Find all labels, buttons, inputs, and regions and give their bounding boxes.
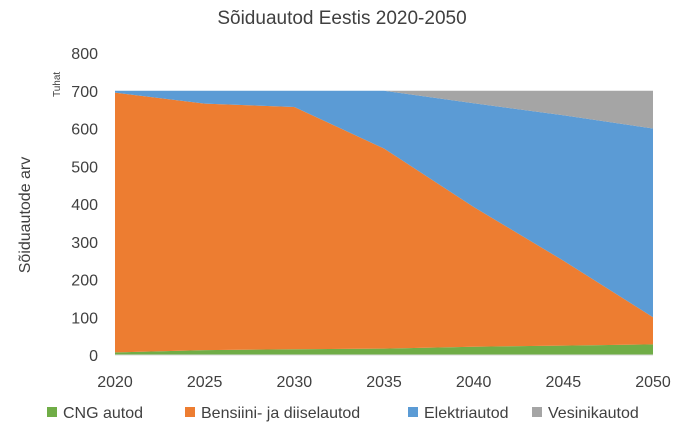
x-tick-group: 2020 2025 2030 2035 2040 2045 2050 [97,354,671,391]
y-tick-label: 200 [71,273,98,290]
legend-item: Elektriautod [408,405,509,422]
legend-swatch [532,407,542,417]
x-tick-label: 2035 [366,374,402,391]
x-tick-label: 2050 [635,374,671,391]
legend-item: Vesinikautod [532,405,639,422]
y-tick-label: 400 [71,197,98,214]
y-tick-group: 0 100 200 300 400 500 600 700 800 [71,46,98,365]
area-series-4 [115,90,653,129]
area-series-2 [115,92,653,353]
legend-label: Bensiini- ja diiselautod [201,405,360,422]
y-tick-label: 600 [71,122,98,139]
x-tick-label: 2020 [97,374,133,391]
y-axis-unit: Tuhat [52,72,63,97]
legend-label: CNG autod [63,405,143,422]
y-axis-label: Sõiduautode arv [17,157,34,274]
x-tick-label: 2045 [546,374,582,391]
legend-swatch [185,407,195,417]
area-series-group [115,90,653,355]
area-series-1 [115,344,653,355]
legend-swatch [408,407,418,417]
chart-title: Sõiduautod Eestis 2020-2050 [217,8,466,29]
x-tick-label: 2025 [187,374,223,391]
x-tick-label: 2030 [277,374,313,391]
y-tick-label: 0 [89,348,98,365]
legend: CNG autod Bensiini- ja diiselautod Elektri… [47,405,639,422]
y-tick-label: 100 [71,310,98,327]
y-tick-label: 300 [71,235,98,252]
y-tick-label: 800 [71,46,98,63]
legend-label: Elektriautod [424,405,509,422]
legend-item: Bensiini- ja diiselautod [185,405,360,422]
y-tick-label: 700 [71,84,98,101]
legend-item: CNG autod [47,405,143,422]
legend-label: Vesinikautod [548,405,639,422]
area-series-3 [115,90,653,318]
x-tick-label: 2040 [456,374,492,391]
legend-swatch [47,407,57,417]
y-tick-label: 500 [71,159,98,176]
